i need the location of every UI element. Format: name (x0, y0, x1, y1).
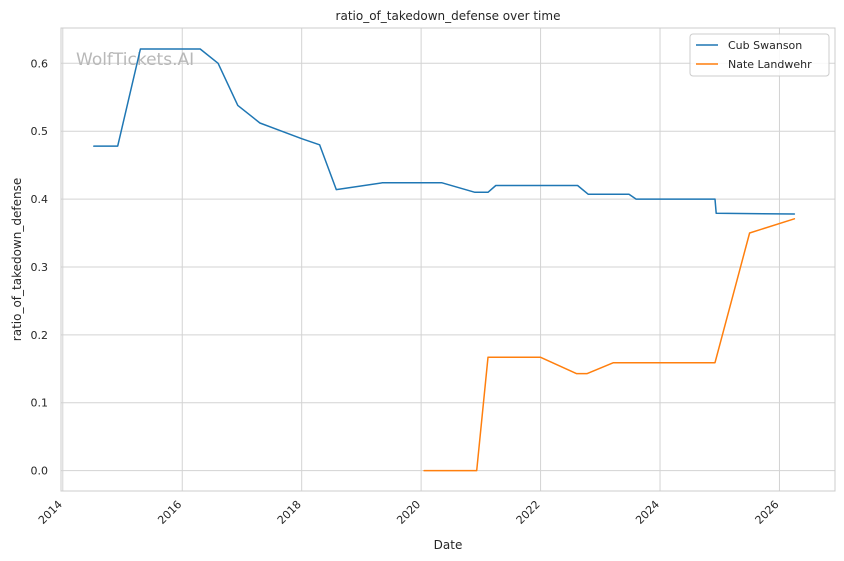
y-tick-label: 0.4 (31, 193, 49, 206)
legend-box (689, 33, 830, 77)
legend: Cub Swanson Nate Landwehr (689, 33, 830, 77)
y-tick-label: 0.2 (31, 329, 49, 342)
y-tick-label: 0.3 (31, 261, 49, 274)
legend-label: Nate Landwehr (728, 58, 812, 71)
y-tick-label: 0.6 (31, 57, 49, 70)
chart-title: ratio_of_takedown_defense over time (336, 9, 561, 23)
x-axis-label: Date (434, 538, 463, 552)
y-axis-label: ratio_of_takedown_defense (10, 178, 24, 341)
series-line-1 (93, 48, 796, 215)
y-tick-label: 0.1 (31, 397, 49, 410)
series-layer (93, 48, 796, 472)
y-tick-label: 0.0 (31, 465, 49, 478)
series-line-2 (423, 218, 796, 472)
y-axis: 0.0 0.1 0.2 0.3 0.4 0.5 0.6 (31, 57, 49, 477)
plot-frame (60, 27, 836, 492)
watermark-text: WolfTickets.AI (76, 50, 194, 70)
legend-label: Cub Swanson (728, 39, 802, 52)
y-tick-label: 0.5 (31, 125, 49, 138)
